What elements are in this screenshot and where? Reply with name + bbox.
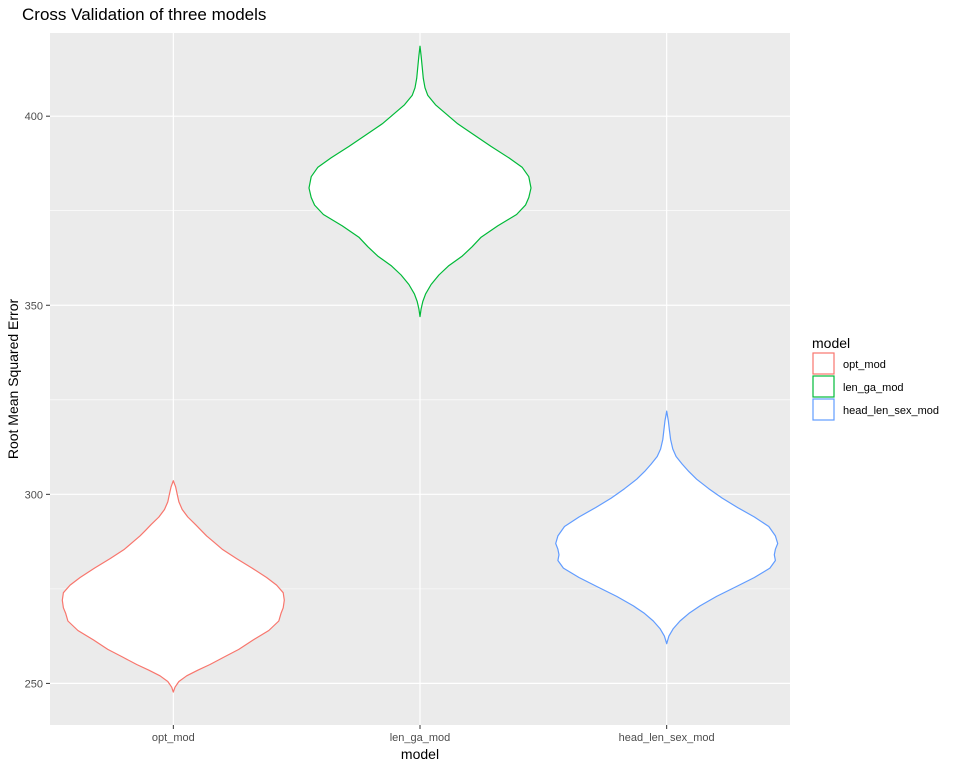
- y-tick-label: 300: [25, 489, 43, 501]
- y-tick-label: 400: [25, 111, 43, 123]
- violin-opt_mod: [61, 480, 285, 693]
- legend-label-len_ga_mod: len_ga_mod: [843, 382, 904, 394]
- violin-len_ga_mod: [308, 45, 532, 318]
- x-axis: opt_mod len_ga_mod head_len_sex_mod: [152, 725, 715, 744]
- legend: model opt_mod len_ga_mod head_len_sex_mod: [812, 335, 939, 421]
- violins: [61, 45, 779, 693]
- x-tick-label: head_len_sex_mod: [619, 732, 715, 744]
- violin-head_len_sex_mod: [555, 410, 779, 645]
- x-axis-title: model: [401, 746, 439, 762]
- legend-key-opt_mod: [812, 352, 835, 375]
- legend-items: opt_mod len_ga_mod head_len_sex_mod: [812, 352, 939, 421]
- chart-title: Cross Validation of three models: [22, 5, 266, 24]
- legend-label-opt_mod: opt_mod: [843, 359, 886, 371]
- legend-title: model: [812, 335, 850, 351]
- y-tick-label: 250: [25, 678, 43, 690]
- y-axis: 250 300 350 400: [25, 111, 50, 690]
- x-tick-label: len_ga_mod: [390, 732, 451, 744]
- y-axis-title: Root Mean Squared Error: [5, 299, 21, 460]
- x-tick-label: opt_mod: [152, 732, 195, 744]
- legend-key-head_len_sex_mod: [812, 398, 835, 421]
- legend-label-head_len_sex_mod: head_len_sex_mod: [843, 405, 939, 417]
- legend-key-len_ga_mod: [812, 375, 835, 398]
- y-tick-label: 350: [25, 300, 43, 312]
